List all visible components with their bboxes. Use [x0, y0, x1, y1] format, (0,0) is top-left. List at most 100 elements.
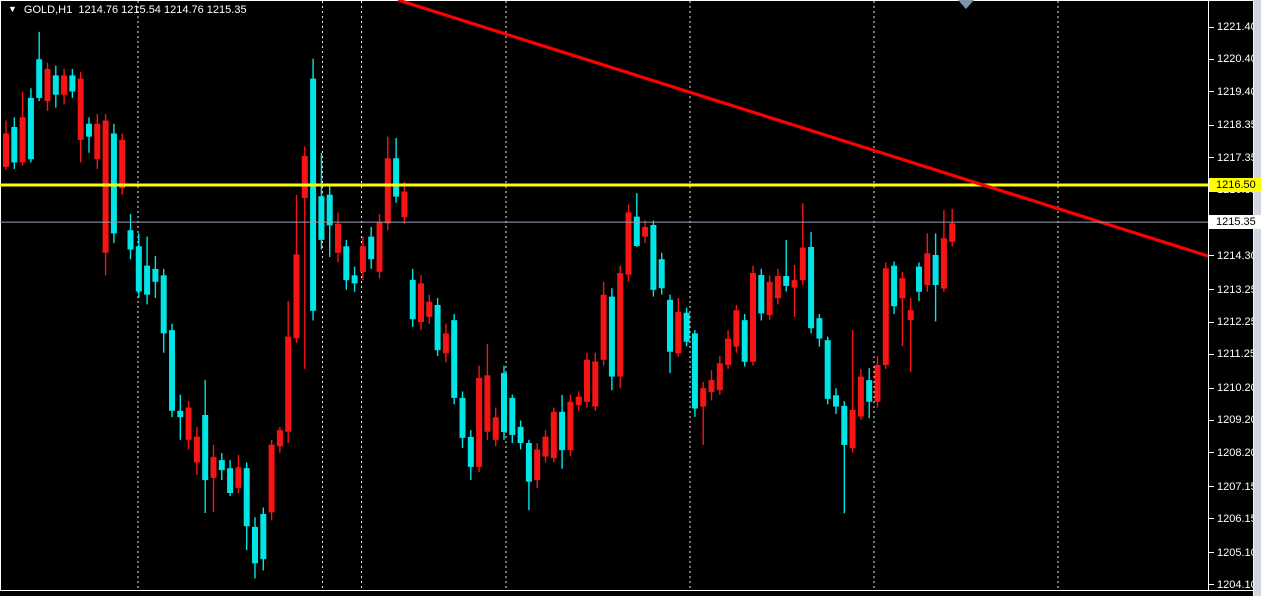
- bear-candle-body: [617, 273, 624, 377]
- bear-candle-body: [268, 444, 275, 513]
- bear-candle-body: [750, 273, 756, 362]
- price-axis-tick: [1209, 91, 1214, 92]
- chart-shift-marker-icon[interactable]: [958, 0, 974, 9]
- bear-candle-body: [766, 281, 773, 315]
- price-axis-tick: [1209, 157, 1214, 159]
- price-axis-tick: [1209, 518, 1214, 520]
- bull-candle-body: [451, 320, 458, 398]
- price-axis-label: 1212.25: [1217, 316, 1257, 329]
- bull-candle-body: [135, 246, 142, 292]
- chart-title: ▼ GOLD,H1 1214.76 1215.54 1214.76 1215.35: [8, 4, 247, 16]
- bull-candle-body: [691, 333, 698, 409]
- bear-candle-body: [708, 380, 715, 393]
- bear-candle-body: [716, 363, 723, 391]
- bull-candle-body: [459, 397, 466, 438]
- bear-candle-body: [849, 409, 856, 449]
- bull-candle-body: [409, 279, 416, 320]
- bear-candle-body: [335, 223, 341, 253]
- bull-candle-body: [310, 78, 317, 311]
- bull-candle-body: [758, 275, 765, 314]
- bull-candle-body: [824, 340, 831, 399]
- bull-candle-body: [633, 216, 640, 246]
- price-axis-label: 1218.35: [1217, 119, 1257, 132]
- bear-candle-body: [484, 375, 491, 432]
- bear-candle-body: [94, 123, 101, 160]
- bear-candle-body: [3, 133, 9, 167]
- window-edge-strip: [1253, 0, 1261, 596]
- bear-candle-body: [119, 139, 126, 189]
- price-axis-label: 1207.15: [1217, 480, 1257, 493]
- bear-candle-body: [625, 212, 632, 275]
- bull-candle-body: [177, 410, 184, 418]
- bear-candle-body: [567, 401, 574, 451]
- bear-candle-body: [774, 275, 781, 299]
- bear-candle-body: [882, 268, 889, 365]
- bull-candle-body: [559, 411, 566, 451]
- bull-candle-body: [741, 320, 748, 362]
- chart-bottom-border: [0, 590, 1261, 591]
- bull-candle-body: [525, 443, 532, 482]
- bear-candle-body: [874, 364, 881, 402]
- bull-candle-body: [86, 123, 92, 137]
- price-axis-label: 1208.20: [1217, 446, 1257, 459]
- price-axis-tick: [1209, 289, 1214, 291]
- bear-candle-body: [19, 117, 26, 163]
- bear-candle-body: [77, 78, 84, 140]
- bull-candle-body: [218, 460, 225, 471]
- bear-candle-body: [899, 278, 906, 299]
- price-axis-label: 1213.25: [1217, 283, 1257, 296]
- bull-candle-body: [393, 158, 400, 197]
- bear-candle-body: [476, 377, 483, 467]
- price-axis-label: 1217.35: [1217, 151, 1257, 164]
- bull-candle-body: [434, 304, 441, 351]
- bear-candle-body: [61, 75, 68, 95]
- symbol-dropdown-icon[interactable]: ▼: [8, 4, 17, 14]
- bull-candle-body: [326, 194, 333, 226]
- bear-candle-body: [418, 283, 424, 323]
- bull-candle-body: [144, 265, 151, 295]
- bear-candle-body: [44, 68, 51, 102]
- bear-candle-body: [401, 191, 408, 218]
- price-axis-tick: [1209, 353, 1214, 355]
- bull-candle-body: [169, 330, 175, 411]
- resistance-price-tag: 1216.50: [1209, 178, 1261, 193]
- bull-candle-body: [866, 380, 873, 402]
- price-axis-tick: [1209, 124, 1214, 126]
- bull-candle-body: [243, 468, 250, 527]
- bear-candle-body: [857, 376, 864, 417]
- bear-candle-body: [949, 223, 956, 242]
- symbol-timeframe-label: GOLD,H1: [23, 4, 73, 16]
- bull-candle-body: [650, 225, 657, 290]
- bear-candle-body: [102, 120, 109, 253]
- bear-candle-body: [575, 396, 582, 405]
- trend-line[interactable]: [397, 0, 1209, 258]
- bull-candle-body: [833, 395, 839, 407]
- bear-candle-body: [376, 221, 383, 272]
- price-axis[interactable]: 1221.401220.401219.401218.351217.351216.…: [1208, 0, 1257, 591]
- bull-candle-body: [152, 268, 159, 282]
- bear-candle-body: [700, 388, 707, 407]
- bull-candle-body: [916, 266, 922, 292]
- bull-candle-body: [260, 513, 267, 560]
- bull-candle-body: [52, 75, 59, 95]
- bear-candle-body: [924, 253, 931, 285]
- bull-candle-body: [160, 275, 167, 334]
- current-bid-price-tag: 1215.35: [1209, 215, 1261, 230]
- bear-candle-body: [725, 338, 732, 365]
- price-axis-label: 1221.40: [1217, 21, 1257, 33]
- bull-candle-body: [658, 259, 665, 289]
- price-axis-tick: [1209, 452, 1214, 454]
- price-axis-label: 1205.10: [1217, 546, 1257, 559]
- bull-candle-body: [467, 436, 474, 467]
- bull-candle-body: [351, 275, 358, 284]
- price-axis-label: 1210.20: [1217, 382, 1257, 395]
- bull-candle-body: [517, 426, 524, 444]
- bull-candle-body: [509, 397, 516, 435]
- bear-candle-body: [675, 311, 682, 354]
- price-axis-label: 1220.40: [1217, 53, 1257, 66]
- bear-candle-body: [193, 436, 200, 463]
- bull-candle-body: [127, 230, 134, 250]
- price-axis-tick: [1209, 584, 1214, 586]
- bull-candle-body: [667, 299, 673, 352]
